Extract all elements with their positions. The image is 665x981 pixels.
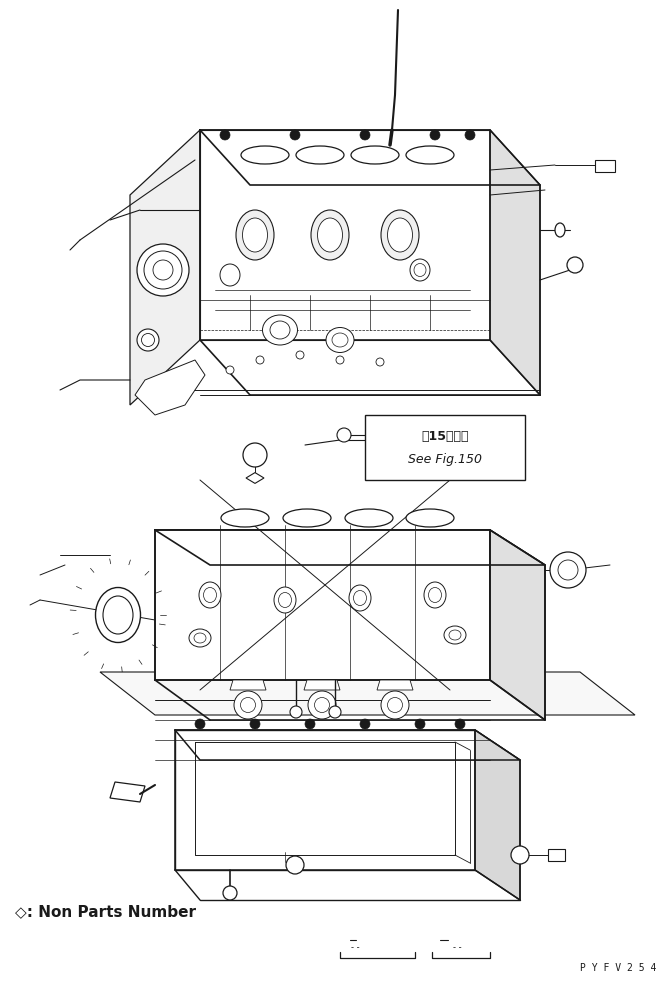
- Ellipse shape: [410, 259, 430, 281]
- Polygon shape: [110, 782, 145, 802]
- Ellipse shape: [221, 509, 269, 527]
- Circle shape: [286, 856, 304, 874]
- Polygon shape: [155, 530, 545, 565]
- Circle shape: [226, 366, 234, 374]
- Polygon shape: [595, 160, 615, 172]
- Ellipse shape: [103, 596, 133, 634]
- Polygon shape: [130, 130, 200, 405]
- Ellipse shape: [220, 264, 240, 286]
- Ellipse shape: [381, 210, 419, 260]
- Polygon shape: [175, 730, 520, 760]
- Ellipse shape: [296, 146, 344, 164]
- Ellipse shape: [345, 509, 393, 527]
- Ellipse shape: [444, 626, 466, 644]
- Ellipse shape: [203, 588, 217, 602]
- Ellipse shape: [283, 509, 331, 527]
- Polygon shape: [475, 730, 520, 900]
- Ellipse shape: [428, 588, 442, 602]
- Ellipse shape: [354, 591, 366, 605]
- Polygon shape: [365, 415, 525, 480]
- Ellipse shape: [137, 329, 159, 351]
- Ellipse shape: [326, 328, 354, 352]
- Circle shape: [550, 552, 586, 588]
- Polygon shape: [135, 360, 205, 415]
- Ellipse shape: [317, 218, 342, 252]
- Ellipse shape: [349, 585, 371, 611]
- Ellipse shape: [449, 630, 461, 640]
- Ellipse shape: [406, 146, 454, 164]
- Circle shape: [567, 257, 583, 273]
- Circle shape: [337, 428, 351, 442]
- Circle shape: [329, 706, 341, 718]
- Text: - -: - -: [350, 944, 359, 953]
- Ellipse shape: [144, 251, 182, 289]
- Ellipse shape: [279, 593, 291, 607]
- Circle shape: [455, 719, 465, 729]
- Circle shape: [376, 358, 384, 366]
- Ellipse shape: [388, 697, 402, 712]
- Text: See Fig.150: See Fig.150: [408, 453, 482, 467]
- Ellipse shape: [406, 509, 454, 527]
- Text: 第15图参照: 第15图参照: [421, 431, 469, 443]
- Ellipse shape: [315, 697, 329, 712]
- Ellipse shape: [381, 691, 409, 719]
- Ellipse shape: [263, 315, 297, 345]
- Polygon shape: [200, 130, 540, 185]
- Ellipse shape: [270, 321, 290, 339]
- Ellipse shape: [194, 633, 206, 643]
- Ellipse shape: [332, 333, 348, 347]
- Circle shape: [360, 719, 370, 729]
- Circle shape: [256, 356, 264, 364]
- Circle shape: [250, 719, 260, 729]
- Text: P Y F V 2 5 4: P Y F V 2 5 4: [580, 963, 656, 973]
- Circle shape: [511, 846, 529, 864]
- Circle shape: [195, 719, 205, 729]
- Polygon shape: [175, 730, 475, 870]
- Ellipse shape: [555, 223, 565, 237]
- Polygon shape: [155, 530, 490, 680]
- Polygon shape: [230, 680, 266, 690]
- Ellipse shape: [243, 218, 267, 252]
- Polygon shape: [304, 680, 340, 690]
- Ellipse shape: [351, 146, 399, 164]
- Ellipse shape: [311, 210, 349, 260]
- Polygon shape: [246, 473, 264, 484]
- Circle shape: [223, 886, 237, 900]
- Ellipse shape: [308, 691, 336, 719]
- Ellipse shape: [234, 691, 262, 719]
- Ellipse shape: [241, 146, 289, 164]
- Ellipse shape: [142, 334, 154, 346]
- Ellipse shape: [153, 260, 173, 280]
- Ellipse shape: [274, 587, 296, 613]
- Ellipse shape: [137, 244, 189, 296]
- Circle shape: [558, 560, 578, 580]
- Ellipse shape: [96, 588, 140, 643]
- Circle shape: [336, 356, 344, 364]
- Text: ◇: Non Parts Number: ◇: Non Parts Number: [15, 904, 196, 919]
- Circle shape: [296, 351, 304, 359]
- Ellipse shape: [424, 582, 446, 608]
- Circle shape: [415, 719, 425, 729]
- Ellipse shape: [241, 697, 255, 712]
- Polygon shape: [490, 530, 545, 720]
- Circle shape: [290, 130, 300, 140]
- Polygon shape: [100, 672, 635, 715]
- Circle shape: [305, 719, 315, 729]
- Circle shape: [465, 130, 475, 140]
- Ellipse shape: [414, 264, 426, 277]
- Polygon shape: [490, 130, 540, 395]
- Ellipse shape: [236, 210, 274, 260]
- Circle shape: [220, 130, 230, 140]
- Ellipse shape: [189, 629, 211, 647]
- Ellipse shape: [199, 582, 221, 608]
- Circle shape: [430, 130, 440, 140]
- Circle shape: [360, 130, 370, 140]
- Polygon shape: [200, 130, 490, 340]
- Polygon shape: [377, 680, 413, 690]
- Polygon shape: [548, 849, 565, 861]
- Ellipse shape: [388, 218, 412, 252]
- Circle shape: [243, 443, 267, 467]
- Text: - -: - -: [453, 944, 462, 953]
- Circle shape: [290, 706, 302, 718]
